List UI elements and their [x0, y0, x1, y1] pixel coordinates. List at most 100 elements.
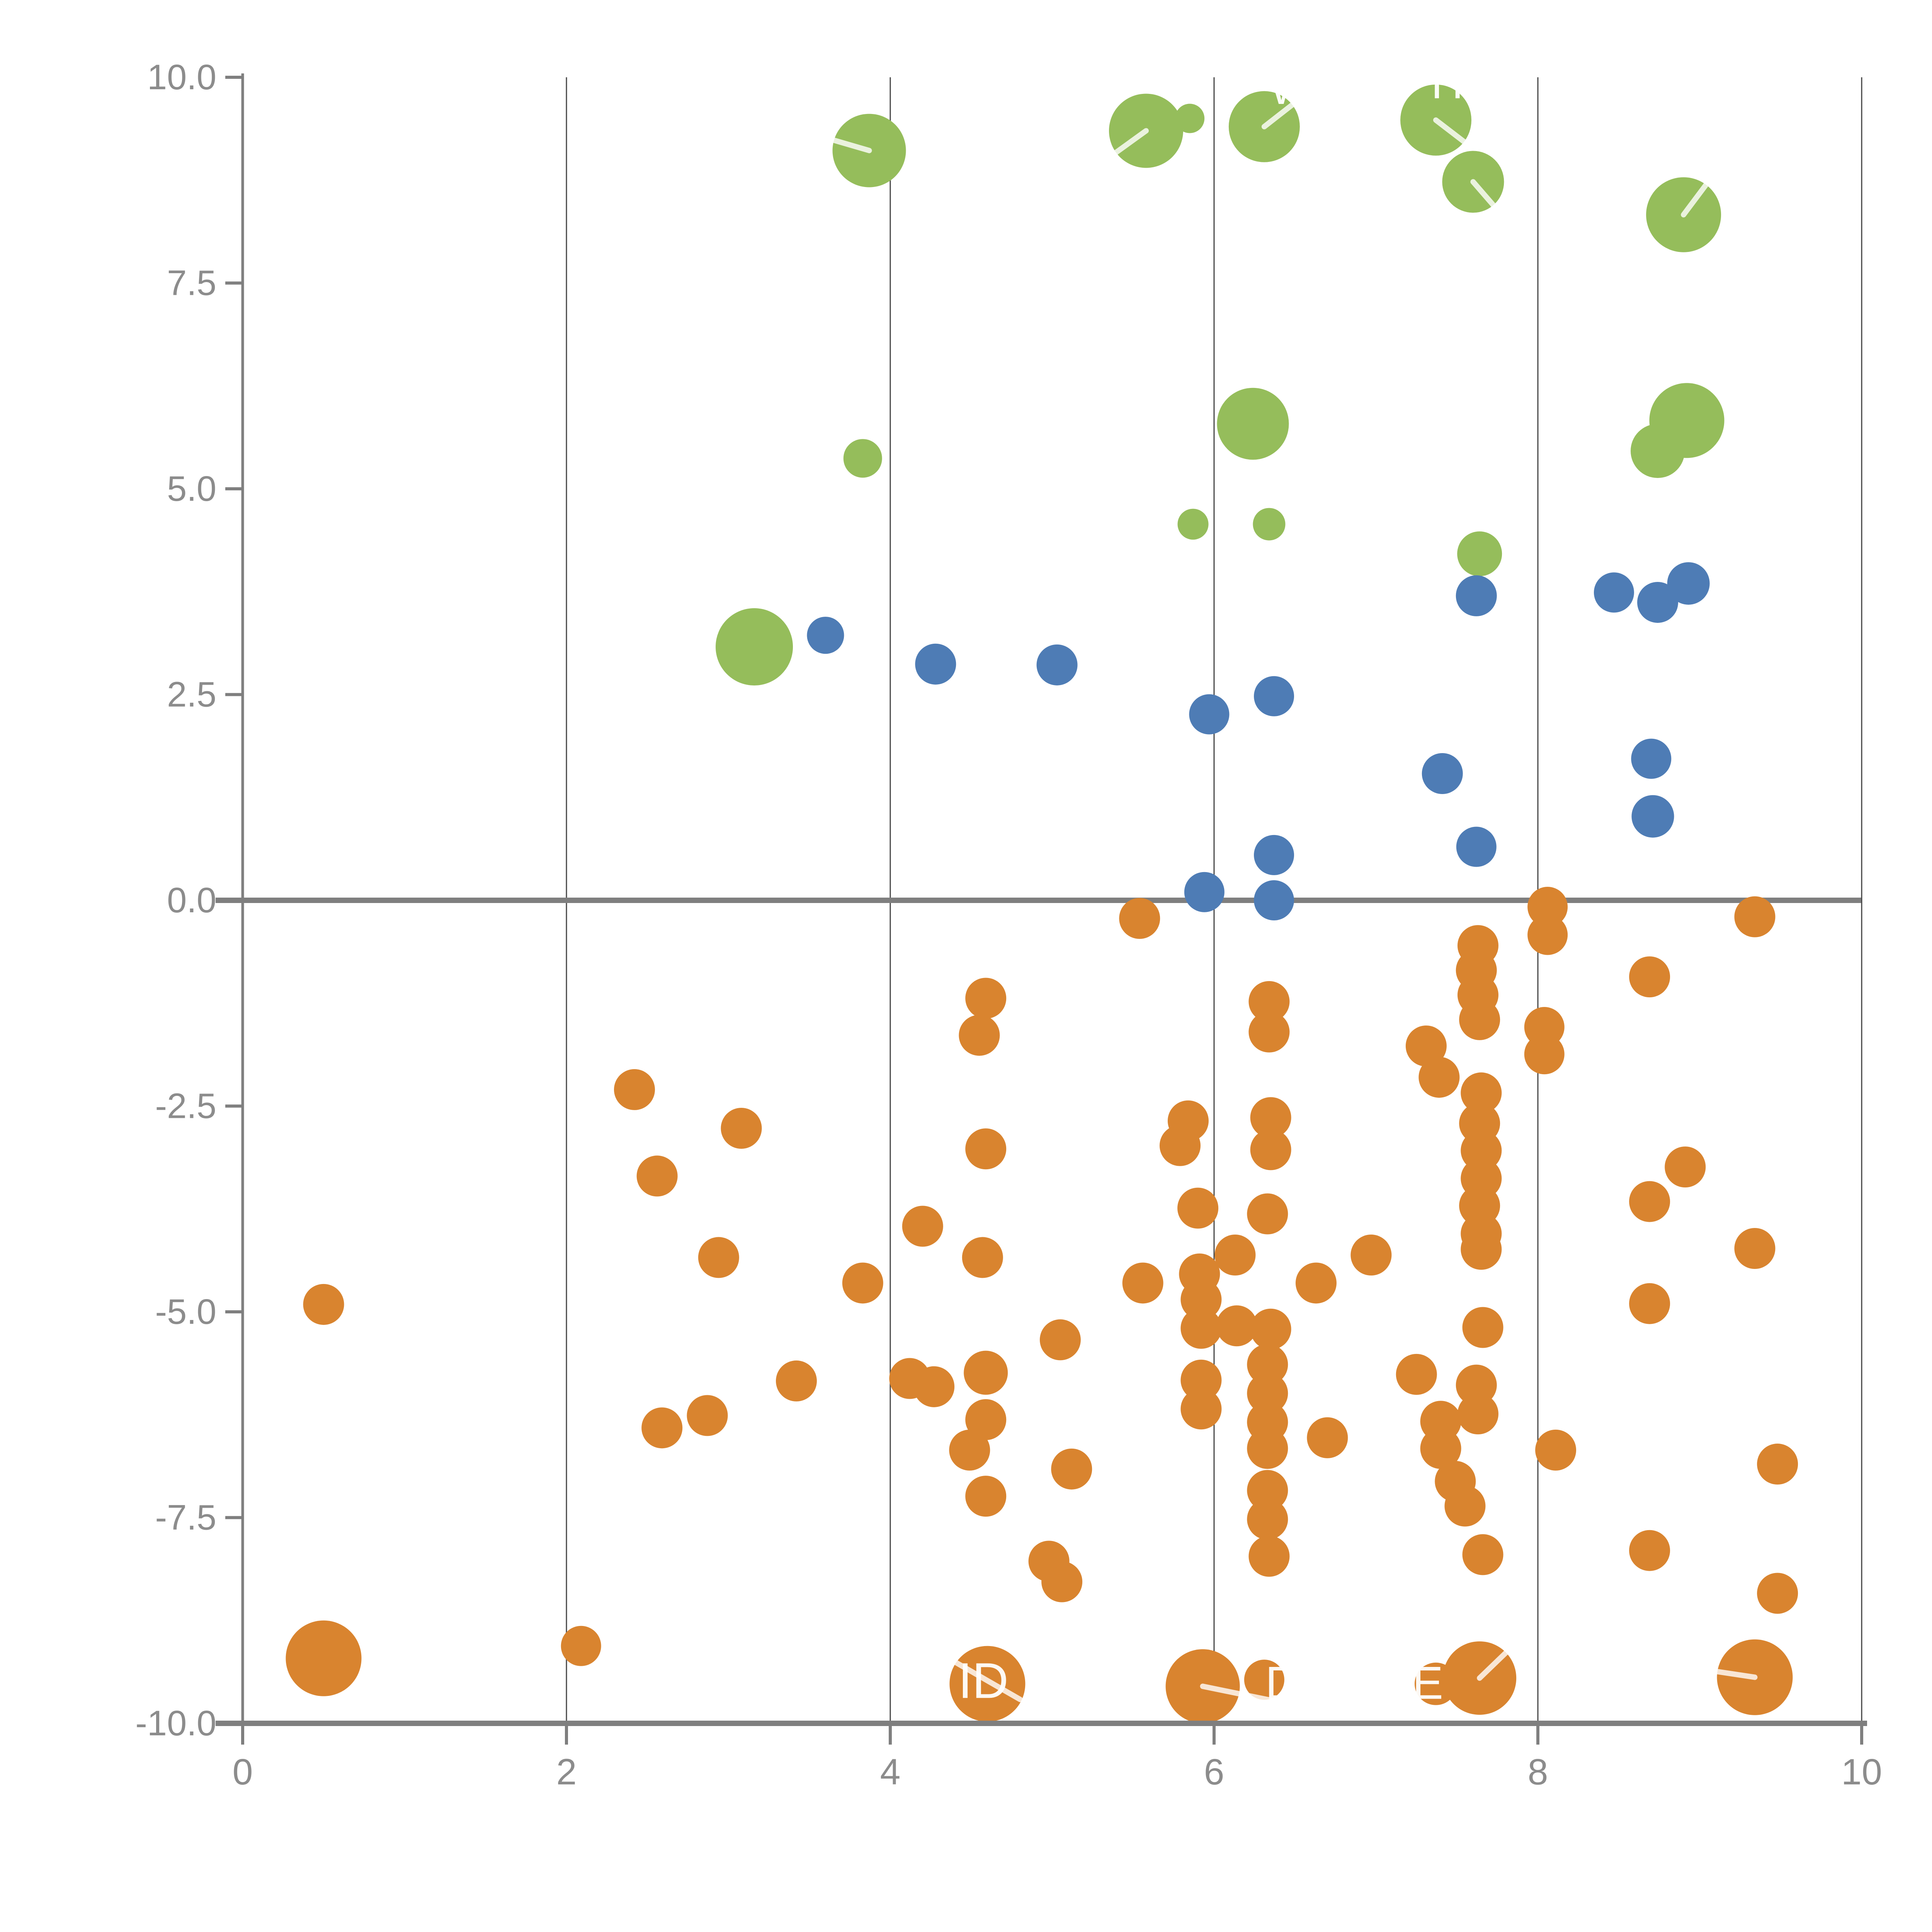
- data-point-orange: [1459, 999, 1500, 1040]
- data-point-orange: [1757, 1573, 1798, 1614]
- data-point-blue: [1036, 644, 1078, 685]
- data-point-blue: [1254, 880, 1294, 920]
- data-point-orange: [561, 1626, 601, 1666]
- data-point-orange: [1247, 1344, 1288, 1385]
- data-point-orange: [1462, 1307, 1503, 1348]
- label-leader-line: [1096, 128, 1149, 167]
- data-point-green: [1457, 531, 1502, 577]
- bubble-label: ID: [958, 1652, 1009, 1709]
- data-point-orange: [776, 1360, 817, 1401]
- data-point-orange: [614, 1069, 655, 1110]
- data-point-orange: [959, 1015, 1000, 1056]
- data-point-blue: [915, 643, 956, 685]
- bubble-label: D: [1265, 1657, 1299, 1709]
- data-point-blue: [807, 617, 844, 654]
- data-point-orange: [913, 1366, 955, 1407]
- bubble-label: H: [1431, 58, 1463, 108]
- data-point-orange: [1051, 1448, 1092, 1490]
- data-point-green: [843, 439, 882, 478]
- bubble-layer: WI H ID D E: [286, 58, 1798, 1724]
- label-leader-line: [815, 133, 872, 153]
- x-tick-label: 0: [233, 1752, 253, 1793]
- data-point-orange: [1629, 1181, 1670, 1222]
- data-point-orange: [1248, 981, 1290, 1022]
- data-point-orange: [1180, 1279, 1222, 1320]
- y-tick-label: 10.0: [147, 58, 216, 97]
- data-point-orange: [1247, 1372, 1288, 1414]
- data-point-orange: [1461, 1229, 1502, 1270]
- data-point-orange: [1462, 1534, 1503, 1575]
- data-point-blue: [1422, 753, 1463, 794]
- data-point-orange: [1418, 1056, 1460, 1098]
- data-point-orange: [1247, 1498, 1288, 1540]
- data-point-orange: [1250, 1129, 1291, 1170]
- y-tick-label: -7.5: [155, 1498, 216, 1537]
- data-point-orange: [1119, 898, 1160, 939]
- data-point-blue: [1594, 572, 1634, 613]
- data-point-blue: [1254, 676, 1294, 716]
- data-point-orange: [965, 1399, 1007, 1440]
- data-point-orange: [1757, 1444, 1798, 1485]
- y-tick-label: -5.0: [155, 1292, 216, 1332]
- data-point-orange: [1160, 1125, 1201, 1166]
- data-point-orange: [1247, 1428, 1288, 1469]
- data-point-orange: [1734, 1228, 1776, 1269]
- data-point-blue: [1456, 575, 1497, 616]
- x-tick-label: 8: [1528, 1752, 1548, 1793]
- data-point-orange: [721, 1108, 762, 1149]
- data-point-orange: [641, 1407, 683, 1449]
- data-point-orange: [286, 1620, 362, 1696]
- data-point-orange: [1535, 1429, 1577, 1471]
- label-leader-line: [1470, 179, 1506, 219]
- data-point-orange: [1247, 1470, 1288, 1511]
- data-point-orange: [1180, 1388, 1222, 1430]
- data-point-green: [1253, 508, 1286, 541]
- data-point-orange: [636, 1155, 678, 1197]
- data-point-blue: [1631, 795, 1674, 838]
- label-leader-line: [1200, 1684, 1278, 1704]
- data-point-orange: [949, 1646, 1026, 1722]
- data-point-orange: [1444, 1485, 1486, 1527]
- label-leader-line: [1433, 117, 1473, 149]
- y-tick-label: -2.5: [155, 1087, 216, 1126]
- bubble-label: WI: [1269, 64, 1324, 114]
- data-point-orange: [1461, 1072, 1502, 1114]
- data-point-orange: [1180, 1359, 1222, 1401]
- data-point-orange: [698, 1237, 739, 1278]
- data-point-green: [1217, 388, 1289, 460]
- data-point-orange: [1039, 1319, 1081, 1361]
- data-point-orange: [1180, 1308, 1222, 1349]
- x-tick-label: 4: [880, 1752, 901, 1793]
- y-tick-label: 5.0: [167, 469, 216, 509]
- data-point-orange: [842, 1262, 883, 1304]
- data-point-orange: [1527, 915, 1568, 955]
- x-tick-label: 10: [1841, 1752, 1882, 1793]
- data-point-orange: [1041, 1561, 1083, 1602]
- x-tick-label: 2: [556, 1752, 577, 1793]
- data-point-orange: [1248, 1536, 1290, 1577]
- data-point-orange: [1420, 1428, 1461, 1469]
- data-point-orange: [1527, 887, 1568, 927]
- data-point-orange: [687, 1395, 728, 1436]
- data-point-orange: [1665, 1146, 1706, 1188]
- y-tick-label: 0.0: [167, 881, 216, 920]
- data-point-orange: [1307, 1417, 1348, 1458]
- data-point-orange: [1524, 1034, 1565, 1075]
- data-point-blue: [1189, 694, 1230, 735]
- data-point-orange: [1461, 1130, 1502, 1171]
- label-leader-line: [1697, 1666, 1758, 1680]
- label-leader-line: [1477, 1636, 1524, 1681]
- label-leader-line: [951, 1659, 1023, 1702]
- data-point-orange: [1350, 1235, 1392, 1276]
- data-point-green: [1177, 509, 1209, 540]
- data-point-orange: [1405, 1026, 1447, 1067]
- data-point-blue: [1254, 835, 1294, 875]
- data-point-orange: [1457, 1393, 1498, 1435]
- data-point-orange: [1248, 1011, 1290, 1053]
- data-point-orange: [1214, 1235, 1256, 1276]
- data-point-orange: [962, 1237, 1003, 1278]
- data-point-orange: [303, 1284, 344, 1325]
- data-point-orange: [1122, 1262, 1163, 1304]
